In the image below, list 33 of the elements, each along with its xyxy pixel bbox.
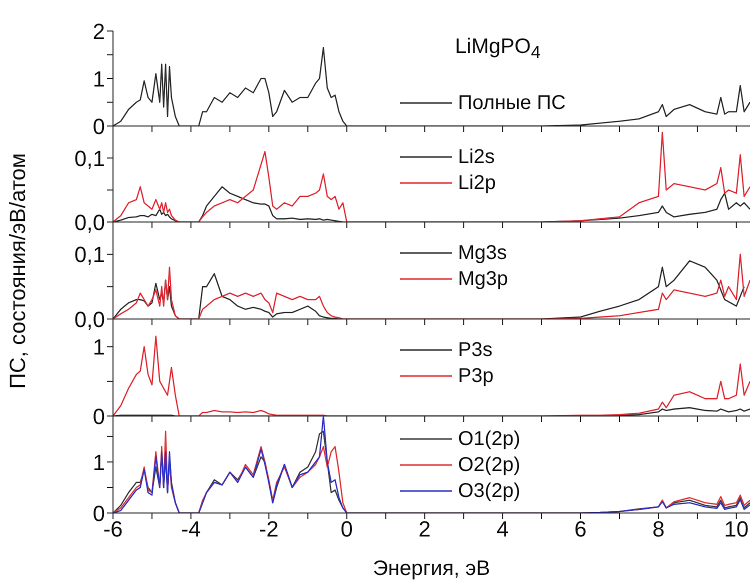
y-tick-label: 0 [92,500,105,526]
legend-label: Mg3s [458,241,507,266]
y-tick-label: 1 [92,450,105,475]
y-tick-label: 0,0 [74,210,105,235]
x-tick-label: -4 [181,516,201,542]
y-tick-label: 0,1 [74,146,105,171]
x-tick-label: -2 [259,516,279,542]
legend-label: Mg3p [458,267,508,292]
x-tick-label: 6 [574,516,587,542]
legend-label: Li2s [458,145,495,170]
y-tick-label: 0,1 [74,242,105,268]
x-tick-label: -6 [103,516,123,542]
legend-label: Li2p [458,171,496,196]
x-tick-label: 0 [340,516,353,542]
y-tick-label: 1 [92,66,105,92]
x-axis-title: Энергия, эВ [372,557,490,580]
y-tick-label: 0 [92,114,105,139]
legend-label: O2(2p) [458,452,520,478]
y-tick-label: 1 [92,334,105,360]
y-tick-label: 0 [92,404,105,429]
y-tick-label: 2 [92,18,105,44]
x-tick-label: 2 [418,516,431,542]
y-axis-title: ПС, состояния/эВ/атом [5,152,31,388]
legend-label: O3(2p) [458,478,520,504]
x-tick-label: 8 [652,516,665,542]
y-tick-label: 0,0 [74,306,105,332]
annotation: LiMgPO$_{4}$ [455,35,541,64]
legend-label: P3s [458,338,492,363]
legend-label: P3p [458,364,494,389]
legend-label: Полные ПС [458,91,566,116]
legend-label: O1(2p) [458,426,520,452]
x-tick-label: 10 [724,516,749,542]
x-tick-label: 4 [496,516,509,542]
